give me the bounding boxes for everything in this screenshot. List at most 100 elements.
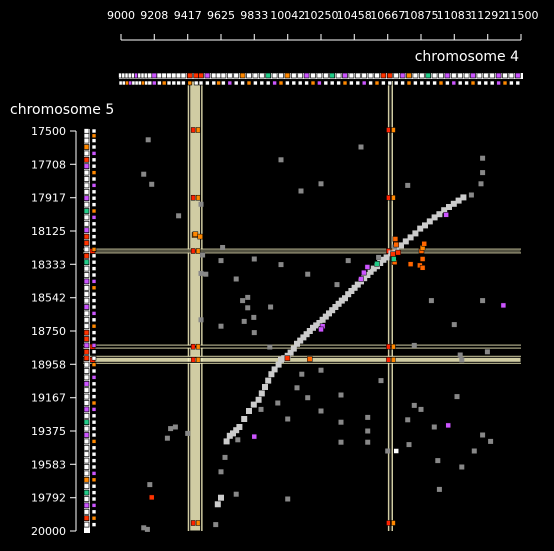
scatter-point — [218, 469, 224, 475]
scatter-point — [378, 378, 384, 384]
y-track-gene — [83, 438, 90, 445]
highlight-row-edge — [82, 345, 522, 348]
x-track-gene — [329, 72, 336, 79]
scatter-point — [484, 349, 490, 355]
highlight-row-edge — [82, 249, 522, 253]
x-tick-label: 9208 — [140, 9, 168, 22]
scatter-point — [198, 317, 204, 323]
diagonal-point — [218, 494, 224, 501]
scatter-point — [299, 371, 305, 377]
scatter-point — [222, 454, 228, 460]
x-track-gene — [399, 72, 406, 79]
diagonal-point — [354, 281, 361, 288]
band-marker — [190, 127, 196, 133]
diagonal-point — [310, 324, 316, 331]
scatter-point — [405, 417, 411, 423]
scatter-point — [480, 432, 486, 438]
scatter-point — [294, 385, 300, 391]
x-track-gene — [233, 72, 240, 79]
y-track-gene — [83, 387, 90, 394]
scatter-point — [338, 419, 344, 425]
x-track-gene — [151, 72, 158, 79]
x-track-gene — [272, 80, 277, 86]
y-track-gene — [91, 387, 97, 393]
x-tick-label: 10667 — [370, 9, 405, 22]
highlight-column-band — [187, 81, 203, 531]
x-track-gene — [246, 72, 252, 79]
diagonal-point — [441, 207, 448, 214]
x-track-gene — [349, 80, 354, 86]
diagonal-point — [417, 225, 424, 232]
diagonal-point — [316, 320, 323, 326]
band-marker — [391, 343, 396, 350]
x-track-gene — [271, 72, 278, 79]
x-track-gene — [187, 80, 193, 86]
scatter-point — [405, 182, 411, 188]
x-track-gene — [374, 72, 380, 79]
y-track-gene — [91, 439, 97, 444]
x-track-gene — [284, 72, 291, 79]
x-track-gene — [348, 72, 355, 79]
y-track-gene — [83, 156, 90, 163]
y-track-gene — [83, 278, 90, 285]
scatter-point — [365, 414, 371, 420]
band-marker — [391, 194, 396, 201]
x-track-gene — [393, 72, 400, 79]
scatter-point — [488, 438, 494, 444]
y-track-gene — [83, 393, 90, 400]
y-track-gene — [91, 355, 97, 361]
scatter-point — [478, 181, 484, 187]
x-track-gene — [418, 72, 425, 79]
x-track-gene — [381, 80, 386, 86]
diagonal-point — [431, 214, 438, 221]
colored-point — [364, 264, 371, 270]
x-track-gene — [193, 72, 200, 79]
scatter-point — [144, 526, 150, 532]
y-track-gene — [83, 272, 90, 278]
y-track-gene — [91, 349, 97, 355]
scatter-point — [436, 486, 442, 492]
x-track-gene — [509, 80, 514, 86]
x-track-gene — [175, 72, 182, 79]
x-track-gene — [278, 72, 284, 79]
x-track-gene — [515, 80, 521, 86]
x-track-gene — [355, 80, 361, 86]
x-track-gene — [425, 80, 431, 86]
band-marker — [391, 520, 396, 526]
x-track-gene — [342, 72, 348, 79]
y-track-gene — [83, 201, 90, 208]
x-track-gene — [303, 72, 310, 79]
x-track-gene — [157, 80, 162, 86]
x-track-gene — [322, 72, 329, 79]
scatter-point — [305, 395, 311, 401]
y-track-gene — [83, 521, 90, 528]
x-track-gene — [514, 72, 521, 79]
band-marker — [195, 520, 201, 526]
x-axis-label: chromosome 4 — [415, 49, 519, 65]
diagonal-point — [460, 194, 467, 201]
x-track-gene — [431, 72, 438, 79]
x-track-gene — [147, 80, 153, 86]
diagonal-point — [294, 340, 300, 347]
x-track-gene — [304, 80, 309, 86]
diagonal-point — [271, 366, 278, 373]
y-track-gene — [91, 426, 97, 431]
diagonal-point — [319, 316, 326, 323]
y-track-gene — [91, 151, 97, 156]
diagonal-point — [303, 331, 310, 338]
x-track-gene — [291, 80, 297, 86]
x-track-gene — [180, 72, 187, 79]
diagonal-point — [446, 204, 452, 210]
y-track-gene — [83, 508, 90, 515]
y-axis: 17500 17708 17917 18125 18333 18542 18750 18958… — [31, 125, 77, 538]
band-marker — [190, 520, 196, 526]
x-track-gene — [297, 72, 304, 79]
x-track-gene — [361, 80, 367, 86]
colored-point — [443, 212, 449, 218]
x-track-gene — [227, 80, 233, 86]
x-track-gene — [406, 72, 412, 79]
scatter-point — [141, 171, 147, 177]
y-track-gene — [91, 445, 97, 451]
x-track-gene — [265, 80, 271, 86]
scatter-point — [457, 352, 463, 358]
